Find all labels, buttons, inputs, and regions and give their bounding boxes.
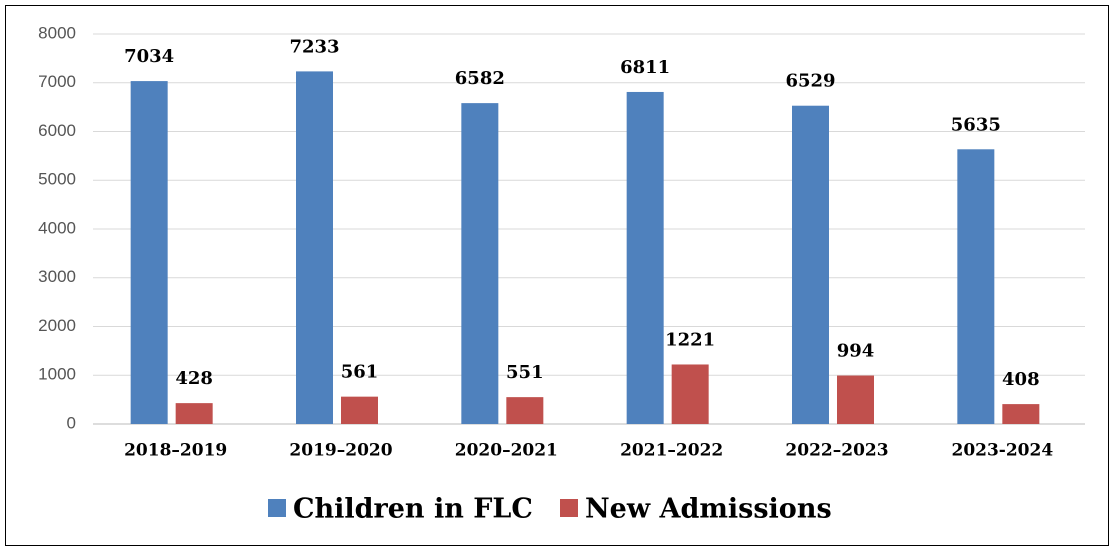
data-label: 994 [837,341,875,362]
bar [626,91,664,425]
data-label: 428 [175,368,213,389]
bar [837,375,874,424]
chart-border [5,5,1109,546]
data-label: 1221 [665,329,715,350]
x-tick-label: 2018–2019 [124,441,227,461]
bar [175,403,213,424]
legend-swatch [560,499,578,517]
data-label: 5635 [951,114,1001,135]
y-tick-label: 2000 [38,316,76,335]
legend-swatch [268,499,286,517]
data-label: 6582 [455,68,505,89]
x-tick-label: 2020–2021 [455,441,558,461]
bar [341,396,378,424]
y-tick-label: 5000 [38,170,76,189]
x-tick-label: 2019–2020 [289,441,392,461]
bar [1002,404,1040,424]
data-label: 7233 [289,36,339,57]
y-tick-label: 4000 [38,218,76,237]
bar [671,364,709,424]
data-label: 561 [341,362,379,383]
data-label: 6529 [785,71,835,92]
y-tick-label: 8000 [38,23,76,42]
bar [506,397,544,424]
y-tick-label: 3000 [38,267,76,286]
x-tick-label: 2021–2022 [620,441,723,461]
bar [130,81,168,424]
y-tick-label: 1000 [38,365,76,384]
legend-label: Children in FLC [293,494,533,525]
bar [461,103,499,424]
data-label: 7034 [124,46,174,67]
bar [296,71,333,425]
y-tick-label: 6000 [38,121,76,140]
data-label: 408 [1002,369,1040,390]
y-tick-label: 0 [67,413,76,432]
data-label: 551 [506,362,544,383]
data-label: 6811 [620,57,670,78]
x-tick-label: 2023-2024 [951,441,1053,461]
x-tick-label: 2022–2023 [785,441,888,461]
bar [957,149,995,424]
legend-label: New Admissions [585,494,832,525]
bar [792,105,829,425]
y-tick-label: 7000 [38,72,76,91]
